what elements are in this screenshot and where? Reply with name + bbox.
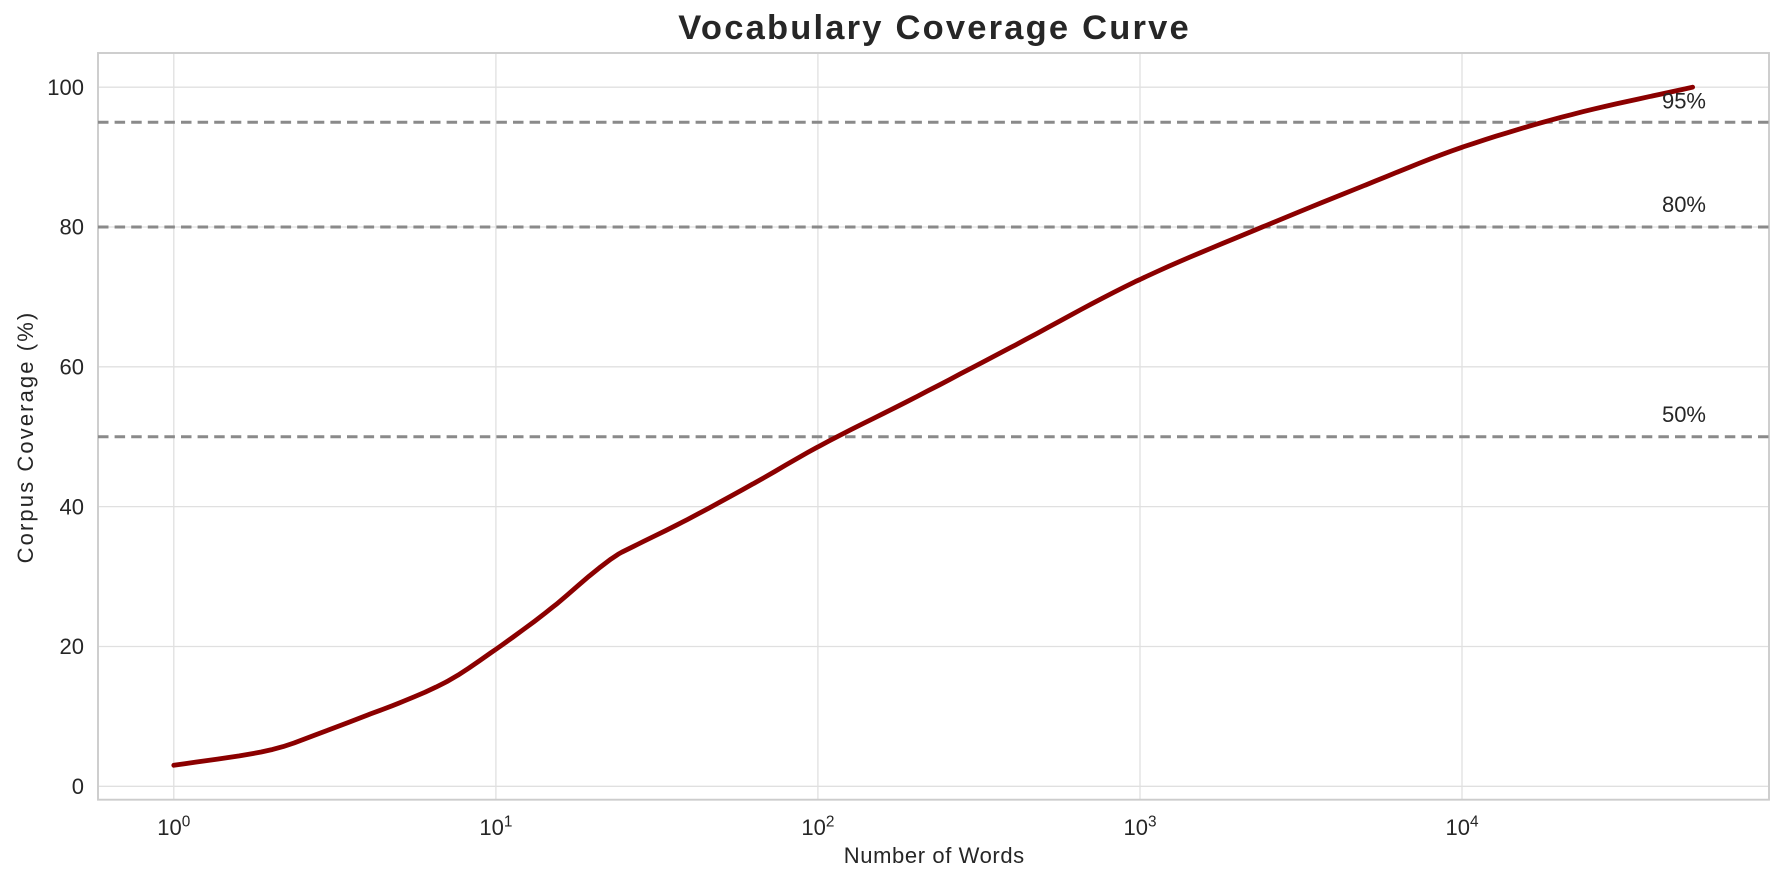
svg-text:100: 100 xyxy=(47,75,84,100)
svg-text:Number of Words: Number of Words xyxy=(844,843,1025,868)
svg-text:50%: 50% xyxy=(1662,402,1706,427)
svg-text:Corpus Coverage (%): Corpus Coverage (%) xyxy=(13,311,38,564)
svg-text:40: 40 xyxy=(60,494,84,519)
svg-text:80: 80 xyxy=(60,215,84,240)
svg-text:60: 60 xyxy=(60,355,84,380)
svg-text:0: 0 xyxy=(72,774,84,799)
svg-text:Vocabulary Coverage Curve: Vocabulary Coverage Curve xyxy=(678,9,1191,47)
svg-text:95%: 95% xyxy=(1662,88,1706,113)
svg-text:80%: 80% xyxy=(1662,192,1706,217)
svg-text:102: 102 xyxy=(801,814,834,841)
svg-text:20: 20 xyxy=(60,634,84,659)
